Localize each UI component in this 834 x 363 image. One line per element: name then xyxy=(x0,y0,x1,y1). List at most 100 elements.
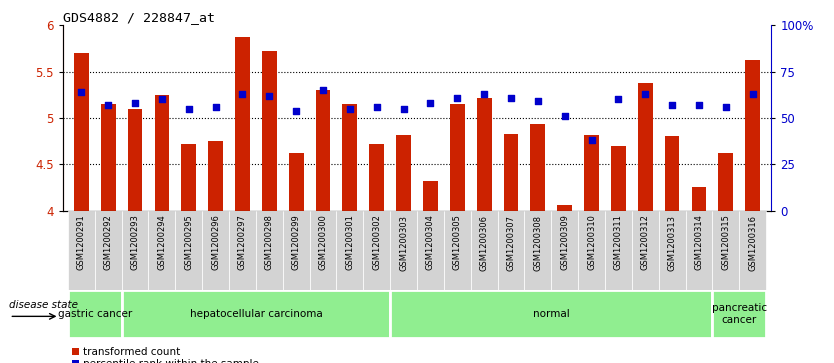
Point xyxy=(75,89,88,95)
Point xyxy=(611,97,625,102)
Bar xyxy=(283,211,309,290)
Point xyxy=(450,95,464,101)
Bar xyxy=(262,51,277,211)
Bar xyxy=(417,211,444,290)
Point xyxy=(746,91,759,97)
Bar xyxy=(101,104,116,211)
Text: GSM1200301: GSM1200301 xyxy=(345,215,354,270)
Bar xyxy=(739,211,766,290)
Point xyxy=(666,102,679,108)
Text: GSM1200293: GSM1200293 xyxy=(131,215,139,270)
Bar xyxy=(665,136,680,211)
Point xyxy=(316,87,329,93)
Bar xyxy=(746,60,760,211)
Bar xyxy=(148,211,175,290)
Bar xyxy=(289,153,304,211)
Text: GSM1200303: GSM1200303 xyxy=(399,215,408,270)
Text: GSM1200312: GSM1200312 xyxy=(641,215,650,270)
Bar xyxy=(181,144,196,211)
Point xyxy=(289,108,303,114)
Text: GSM1200297: GSM1200297 xyxy=(238,215,247,270)
Bar xyxy=(632,211,659,290)
Bar xyxy=(470,211,498,290)
Point xyxy=(344,106,357,112)
Bar xyxy=(444,211,470,290)
Bar xyxy=(256,211,283,290)
Text: GSM1200313: GSM1200313 xyxy=(667,215,676,270)
Bar xyxy=(208,141,223,211)
Text: GSM1200316: GSM1200316 xyxy=(748,215,757,270)
Bar xyxy=(309,211,336,290)
Point xyxy=(263,93,276,99)
Point xyxy=(477,91,490,97)
Text: GSM1200291: GSM1200291 xyxy=(77,215,86,270)
Point xyxy=(531,98,545,104)
Bar xyxy=(154,95,169,211)
Point xyxy=(209,104,223,110)
Bar xyxy=(712,290,766,338)
Bar xyxy=(315,90,330,211)
Point xyxy=(182,106,195,112)
Bar xyxy=(423,181,438,211)
Text: normal: normal xyxy=(533,309,570,319)
Bar xyxy=(369,144,384,211)
Text: GSM1200311: GSM1200311 xyxy=(614,215,623,270)
Bar xyxy=(229,211,256,290)
Text: GSM1200295: GSM1200295 xyxy=(184,215,193,270)
Text: GSM1200296: GSM1200296 xyxy=(211,215,220,270)
Bar xyxy=(718,153,733,211)
Text: GSM1200305: GSM1200305 xyxy=(453,215,462,270)
Bar xyxy=(128,109,143,211)
Bar xyxy=(235,37,250,211)
Bar xyxy=(336,211,364,290)
Point xyxy=(424,100,437,106)
Bar xyxy=(611,146,626,211)
Point xyxy=(719,104,732,110)
Bar xyxy=(390,290,712,338)
Bar xyxy=(712,211,739,290)
Bar xyxy=(68,211,95,290)
Bar xyxy=(68,290,122,338)
Bar xyxy=(504,134,519,211)
Bar xyxy=(659,211,686,290)
Bar xyxy=(525,211,551,290)
Bar xyxy=(557,205,572,211)
Text: GSM1200315: GSM1200315 xyxy=(721,215,731,270)
Text: GSM1200309: GSM1200309 xyxy=(560,215,569,270)
Bar xyxy=(122,290,390,338)
Text: GSM1200310: GSM1200310 xyxy=(587,215,596,270)
Bar xyxy=(605,211,632,290)
Bar xyxy=(477,98,491,211)
Text: GSM1200299: GSM1200299 xyxy=(292,215,301,270)
Text: GSM1200300: GSM1200300 xyxy=(319,215,328,270)
Bar xyxy=(551,211,578,290)
Bar xyxy=(343,104,357,211)
Text: GSM1200302: GSM1200302 xyxy=(372,215,381,270)
Text: GSM1200292: GSM1200292 xyxy=(103,215,113,270)
Point xyxy=(585,137,598,143)
Bar xyxy=(578,211,605,290)
Text: GSM1200308: GSM1200308 xyxy=(533,215,542,270)
Text: GSM1200306: GSM1200306 xyxy=(480,215,489,270)
Point xyxy=(505,95,518,101)
Bar xyxy=(530,125,545,211)
Point xyxy=(692,102,706,108)
Legend: transformed count, percentile rank within the sample: transformed count, percentile rank withi… xyxy=(68,343,264,363)
Bar xyxy=(95,211,122,290)
Bar xyxy=(390,211,417,290)
Text: gastric cancer: gastric cancer xyxy=(58,309,132,319)
Bar xyxy=(638,83,653,211)
Bar xyxy=(122,211,148,290)
Bar xyxy=(498,211,525,290)
Point xyxy=(558,113,571,119)
Bar xyxy=(396,135,411,211)
Point xyxy=(397,106,410,112)
Bar xyxy=(686,211,712,290)
Bar xyxy=(584,135,599,211)
Bar xyxy=(691,187,706,211)
Bar xyxy=(450,104,465,211)
Text: GDS4882 / 228847_at: GDS4882 / 228847_at xyxy=(63,11,214,24)
Bar xyxy=(364,211,390,290)
Point xyxy=(155,97,168,102)
Text: disease state: disease state xyxy=(9,299,78,310)
